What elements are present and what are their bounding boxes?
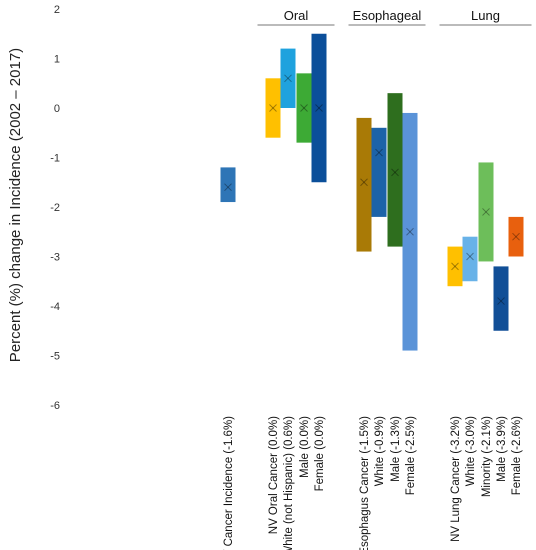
bar — [265, 78, 281, 138]
category-label: Male (-3.9%) — [496, 416, 508, 482]
category-label: NV Lung Cancer (-3.2%) — [450, 416, 462, 542]
bar — [220, 167, 236, 203]
bar-marker — [360, 178, 368, 187]
group-title: Oral — [284, 8, 309, 23]
category-label: White (-3.0%) — [465, 416, 477, 486]
bar-marker — [497, 297, 505, 305]
y-tick-label: 2 — [54, 4, 60, 16]
bar-marker — [466, 252, 474, 261]
category-label: Male (0.0%) — [299, 416, 311, 478]
category-label: Minority (-2.1%) — [481, 416, 493, 497]
bar-marker — [451, 262, 459, 271]
bar — [493, 266, 509, 331]
y-tick-label: -6 — [50, 400, 60, 412]
bar-marker — [482, 208, 490, 216]
bar — [356, 117, 372, 252]
category-label: White (-0.9%) — [374, 416, 386, 486]
category-label: White (not Hispanic) (0.6%) — [283, 416, 295, 550]
bar — [311, 33, 327, 183]
group-title: Lung — [471, 8, 500, 23]
y-axis-label: Percent (%) change in Incidence (2002 – … — [7, 48, 24, 362]
bar — [296, 73, 312, 143]
bars — [220, 33, 524, 351]
group-title: Esophageal — [353, 8, 422, 23]
bar-markers — [224, 74, 520, 305]
y-tick-label: 0 — [54, 103, 60, 115]
category-label: Female (-2.6%) — [511, 416, 523, 495]
category-label: Female (-2.5%) — [405, 416, 417, 495]
category-label: NV Esophagus Cancer (-1.5%) — [359, 416, 371, 550]
bar-marker — [269, 104, 277, 112]
bar — [402, 112, 418, 351]
y-axis: 2 1 0 -1 -2 -3 -4 -5 -6 — [50, 4, 60, 412]
bar — [508, 216, 524, 257]
bar — [447, 246, 463, 287]
y-tick-label: -4 — [50, 301, 60, 313]
y-tick-label: -2 — [50, 202, 60, 214]
bar-marker — [224, 183, 232, 192]
bar — [371, 127, 387, 217]
bar-marker — [512, 232, 520, 241]
group-headers: Oral Esophageal Lung — [257, 8, 532, 26]
bar-marker — [391, 168, 399, 177]
y-tick-label: 1 — [54, 54, 60, 66]
bar-marker — [375, 148, 383, 157]
category-label: Female (0.0%) — [314, 416, 326, 492]
category-label: Male (-1.3%) — [390, 416, 402, 482]
bar-marker — [284, 74, 292, 83]
bar-marker — [315, 104, 323, 112]
y-tick-label: -1 — [50, 153, 60, 165]
bar — [462, 236, 478, 282]
y-tick-label: -3 — [50, 252, 60, 264]
bar — [387, 93, 403, 247]
bar-marker — [300, 104, 308, 112]
y-tick-label: -5 — [50, 351, 60, 363]
category-label: NV Oral Cancer (0.0%) — [268, 416, 280, 534]
bar-marker — [406, 227, 414, 236]
category-labels: NV Cancer Incidence (-1.6%) NV Oral Cance… — [223, 416, 523, 550]
category-label: NV Cancer Incidence (-1.6%) — [223, 416, 235, 550]
bar — [280, 48, 296, 108]
bar — [478, 162, 494, 262]
